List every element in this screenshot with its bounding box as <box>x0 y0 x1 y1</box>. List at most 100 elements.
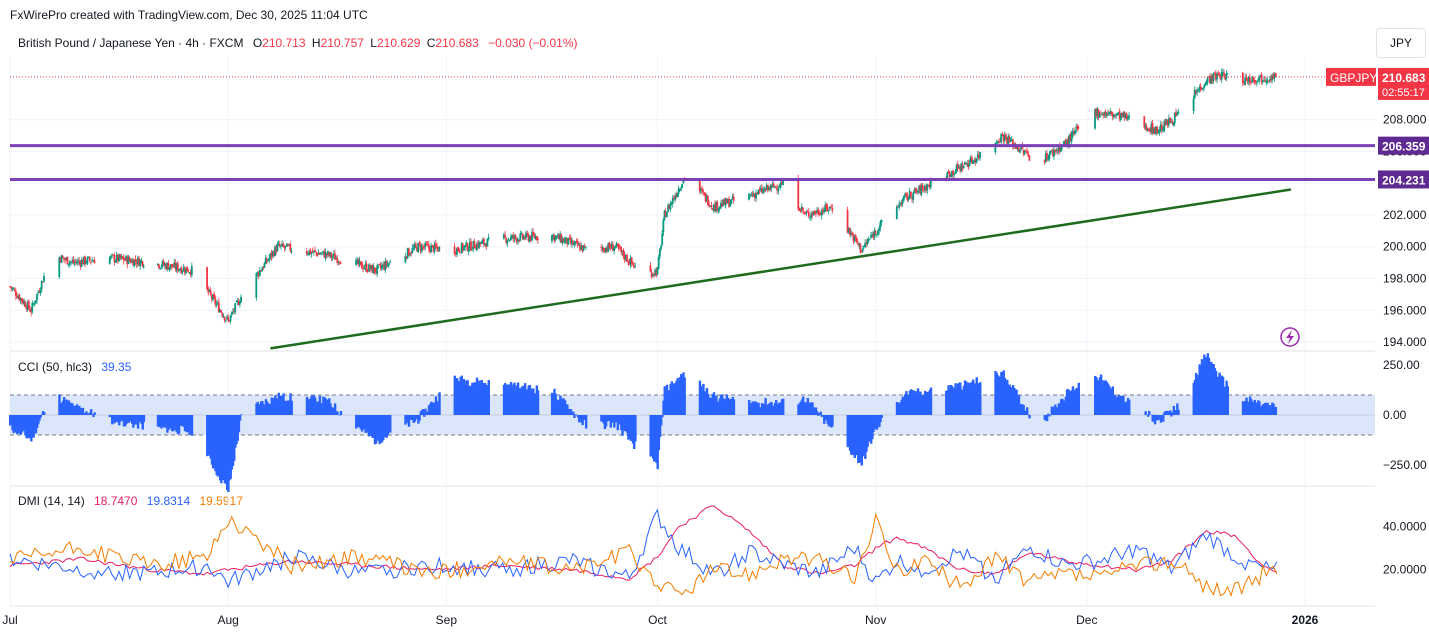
candle-body <box>18 295 21 301</box>
candle-body <box>68 261 71 265</box>
candle-body <box>656 267 659 274</box>
candle-body <box>757 189 760 194</box>
candle-body <box>559 234 562 241</box>
candle-body <box>36 294 38 301</box>
cci-bar <box>574 414 577 415</box>
candle-body <box>1076 126 1079 129</box>
candle-body <box>231 311 234 313</box>
candle-body <box>1144 125 1147 128</box>
candle-body <box>763 188 766 190</box>
candle-body <box>895 206 898 220</box>
candle-body <box>378 264 381 265</box>
candle-body <box>285 243 288 247</box>
candle-body <box>64 258 67 260</box>
candle-body <box>771 184 774 186</box>
chart-attribution: FxWirePro created with TradingView.com, … <box>10 8 368 22</box>
candle-body <box>377 264 380 266</box>
candle-body <box>167 263 170 270</box>
candle-body <box>714 204 716 211</box>
candle-body <box>1165 119 1168 126</box>
candle-body <box>1070 133 1073 142</box>
cci-bar <box>89 409 93 415</box>
cci-bar <box>81 407 85 415</box>
candle-body <box>580 245 583 250</box>
candle-body <box>356 259 359 261</box>
candle-body <box>911 197 913 199</box>
candle-body <box>1027 153 1030 156</box>
candle-body <box>1046 152 1048 160</box>
candle-body <box>1157 132 1160 134</box>
candle-body <box>180 268 183 274</box>
lightning-icon-glyph <box>1286 330 1294 344</box>
candle-body <box>671 197 674 204</box>
cci-bar <box>1028 415 1031 419</box>
candle-body <box>1199 86 1202 89</box>
cci-tick-label: 0.00 <box>1383 408 1407 422</box>
candle-body <box>1097 109 1100 118</box>
candle-body <box>207 288 210 293</box>
cci-bar <box>584 415 588 429</box>
candle-body <box>1164 120 1167 125</box>
candle-body <box>532 231 535 235</box>
cci-bar <box>929 387 933 415</box>
candle-body <box>1116 113 1119 116</box>
cci-bar <box>1151 415 1154 422</box>
candle-body <box>871 235 874 237</box>
cci-bar <box>1177 409 1180 415</box>
candle-body <box>918 186 920 191</box>
lightning-icon[interactable] <box>1280 327 1300 347</box>
candle-body <box>30 310 33 313</box>
candle-body <box>1069 134 1072 141</box>
candle-body <box>119 254 122 259</box>
candle-body <box>1043 160 1046 163</box>
candle-body <box>880 219 883 223</box>
candle-body <box>1196 90 1198 93</box>
candle-body <box>753 193 756 198</box>
candle-body <box>582 245 585 251</box>
candle-body <box>324 252 327 258</box>
cci-bar <box>421 409 425 415</box>
cci-bar <box>38 415 41 421</box>
candle-body <box>826 206 829 211</box>
candle-body <box>1054 149 1057 152</box>
candle-body <box>412 247 415 249</box>
currency-selector[interactable]: JPY <box>1376 28 1426 58</box>
candle-body <box>711 208 714 210</box>
candle-body <box>650 271 653 278</box>
candle-body <box>712 204 715 211</box>
candle-body <box>658 249 661 257</box>
x-tick-label: Oct <box>648 613 667 627</box>
candle-body <box>337 261 340 263</box>
candle-body <box>1258 76 1261 81</box>
candle-body <box>1260 74 1263 83</box>
candle-body <box>1156 126 1159 133</box>
cci-bar <box>820 415 824 417</box>
candle-body <box>1205 82 1208 84</box>
candle-body <box>1211 75 1214 82</box>
candle-body <box>1197 89 1200 91</box>
candle-body <box>860 250 863 253</box>
candle-body <box>1143 116 1146 128</box>
candle-body <box>131 259 133 263</box>
candle-body <box>1028 155 1031 161</box>
candle-body <box>289 244 292 251</box>
candle-body <box>915 190 918 193</box>
candle-body <box>362 267 364 270</box>
candle-body <box>1007 136 1010 144</box>
candle-body <box>216 302 219 304</box>
candle-body <box>275 246 278 252</box>
candle-body <box>382 264 384 267</box>
level-tag-text: 206.359 <box>1382 140 1426 154</box>
candle-body <box>11 288 14 290</box>
candle-body <box>1057 146 1060 152</box>
candle-body <box>1048 154 1051 160</box>
candle-body <box>704 192 707 202</box>
candle-body <box>925 186 928 191</box>
candle-body <box>575 240 578 242</box>
candle-body <box>264 258 267 264</box>
cci-name: CCI (50, hlc3) <box>18 360 93 374</box>
candle-body <box>257 272 260 276</box>
cci-bar <box>418 415 421 421</box>
candle-body <box>827 209 830 211</box>
